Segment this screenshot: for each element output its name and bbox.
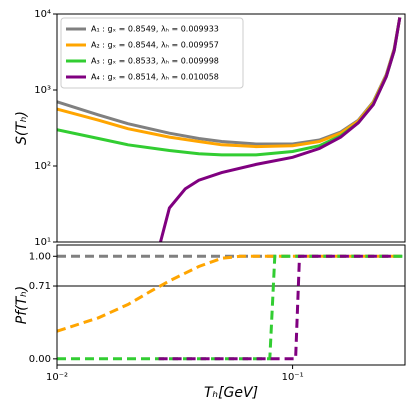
legend-label: A₃ : gₓ = 0.8533, λₕ = 0.009998 [91, 57, 219, 66]
legend-label: A₂ : gₓ = 0.8544, λₕ = 0.009957 [91, 41, 219, 50]
y-tick-label: 0.00 [29, 354, 51, 365]
series-line [57, 254, 405, 333]
y-tick-label: 10² [34, 161, 51, 172]
x-tick-label: 10⁻¹ [282, 372, 304, 383]
y-tick-label: 10⁴ [34, 9, 51, 20]
y-tick-label: 10³ [34, 85, 51, 96]
y-tick-label: 1.00 [29, 251, 51, 262]
series-line [159, 17, 402, 242]
y-tick-label: 10¹ [34, 237, 51, 248]
plot-frame [56, 244, 406, 366]
legend-label: A₁ : gₓ = 0.8549, λₕ = 0.009933 [91, 25, 219, 34]
x-tick-label: 10⁻² [46, 372, 68, 383]
y-tick-label: 0.71 [29, 281, 51, 292]
legend-box [60, 17, 244, 89]
y-axis-label: Pf(Tₕ) [14, 286, 30, 324]
x-axis-label: Tₕ[GeV] [204, 385, 258, 401]
series-line [57, 254, 405, 361]
series-line [158, 254, 395, 361]
plot-frame [56, 13, 406, 243]
legend-label: A₄ : gₓ = 0.8514, λₕ = 0.010058 [91, 73, 219, 82]
y-axis-label: S(Tₕ) [14, 111, 30, 145]
